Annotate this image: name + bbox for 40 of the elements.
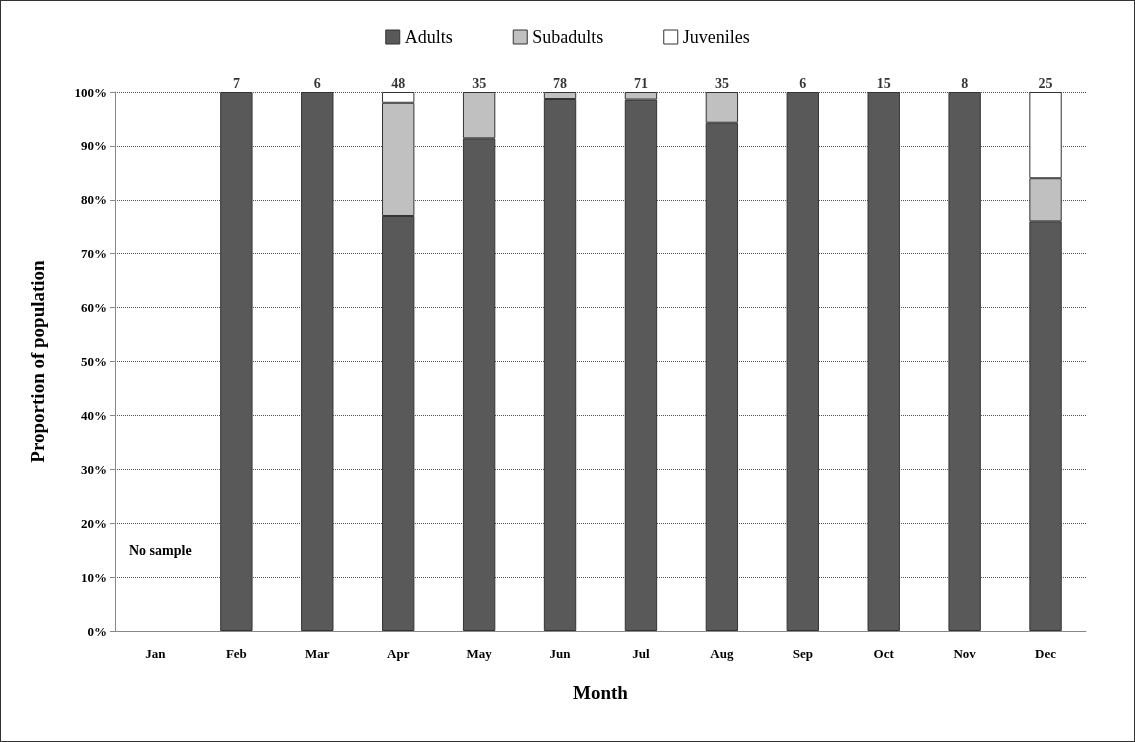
y-tick-label: 60% <box>81 300 107 316</box>
annotation: No sample <box>129 542 192 558</box>
x-tick-label: Nov <box>953 646 977 661</box>
legend-label: Juveniles <box>682 27 750 47</box>
annotation: 71 <box>633 75 648 91</box>
y-tick-label: 90% <box>81 138 107 154</box>
annotation: 35 <box>472 75 487 91</box>
x-tick-label: Jun <box>549 646 572 661</box>
y-axis-title: Proportion of population <box>27 259 48 463</box>
y-tick-label: 100% <box>74 84 107 100</box>
x-tick-label: Jan <box>145 646 167 661</box>
y-tick-label: 10% <box>81 569 107 585</box>
legend-label: Subadults <box>532 27 604 47</box>
x-tick-label: Dec <box>1035 646 1057 661</box>
annotation: 78 <box>553 75 568 91</box>
x-tick-label: Jul <box>632 646 651 661</box>
annotation: 8 <box>961 75 969 91</box>
y-tick-label: 40% <box>81 407 107 423</box>
x-tick-label: Aug <box>710 646 734 661</box>
x-tick-label: Oct <box>873 646 895 661</box>
x-tick-label: Sep <box>792 646 813 661</box>
annotation: 7 <box>232 75 240 91</box>
y-tick-label: 70% <box>81 246 107 262</box>
x-tick-label: Mar <box>305 646 330 661</box>
annotation: 35 <box>714 75 729 91</box>
y-tick-label: 30% <box>81 461 107 477</box>
y-tick-label: 20% <box>81 515 107 531</box>
annotation: 48 <box>391 75 406 91</box>
legend-label: Adults <box>404 27 453 47</box>
annotation: 6 <box>799 75 807 91</box>
y-tick-label: 80% <box>81 192 107 208</box>
annotation: 15 <box>876 75 891 91</box>
x-tick-label: Apr <box>387 646 410 661</box>
y-tick-label: 0% <box>87 623 107 639</box>
x-tick-label: Feb <box>225 646 247 661</box>
x-axis-title: Month <box>573 682 629 703</box>
annotation: 6 <box>313 75 321 91</box>
y-tick-label: 50% <box>81 354 107 369</box>
annotation: 25 <box>1038 75 1053 91</box>
x-tick-label: May <box>466 646 493 661</box>
